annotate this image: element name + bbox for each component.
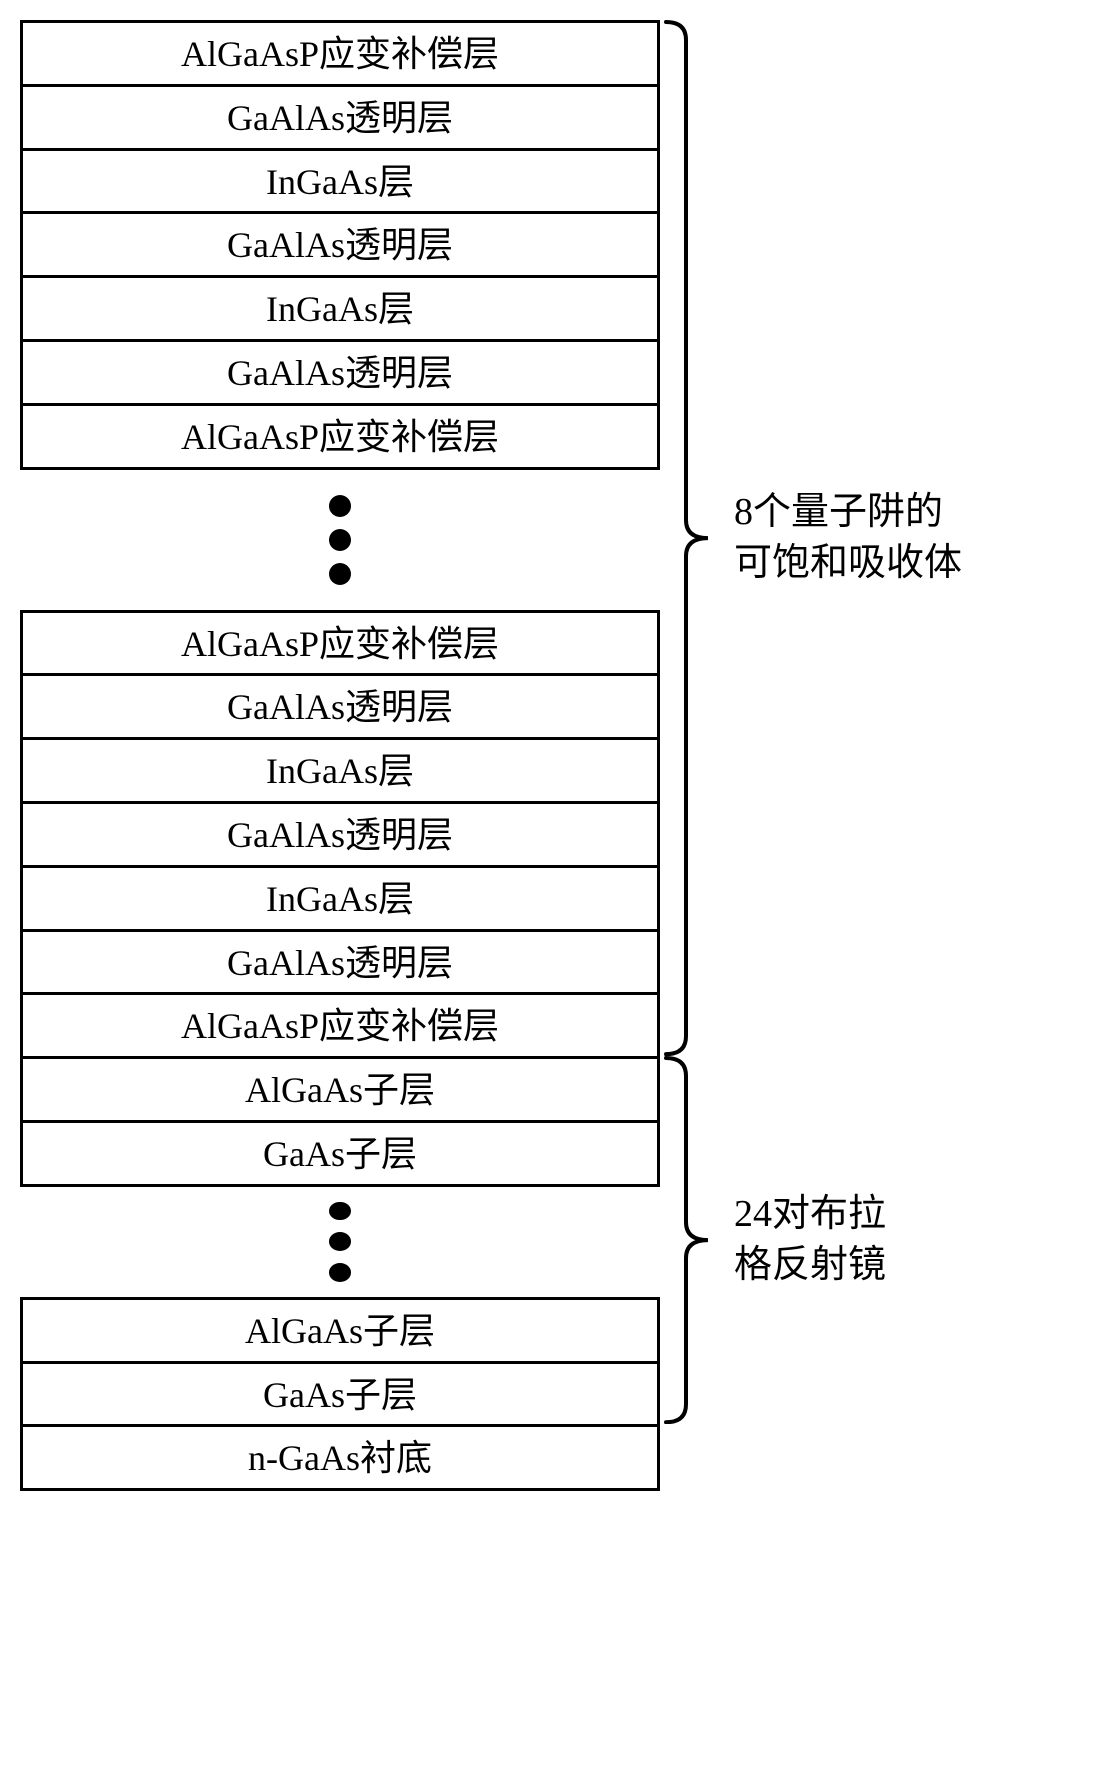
layer-row: GaAs子层 bbox=[20, 1120, 660, 1187]
layer-row: AlGaAs子层 bbox=[20, 1297, 660, 1361]
layer-stack-diagram: AlGaAsP应变补偿层GaAlAs透明层InGaAs层GaAlAs透明层InG… bbox=[20, 20, 1082, 1491]
layer-row: InGaAs层 bbox=[20, 148, 660, 212]
layer-row: n-GaAs衬底 bbox=[20, 1424, 660, 1491]
dot-icon bbox=[329, 1263, 351, 1282]
layer-row: GaAlAs透明层 bbox=[20, 801, 660, 865]
brace-icon bbox=[660, 20, 710, 1056]
brace-icon bbox=[660, 1056, 710, 1424]
layer-row: InGaAs层 bbox=[20, 865, 660, 929]
layer-row: AlGaAsP应变补偿层 bbox=[20, 610, 660, 674]
absorber-label-line1: 8个量子阱的 bbox=[734, 487, 962, 538]
absorber-annotation: 8个量子阱的 可饱和吸收体 bbox=[660, 20, 962, 1056]
dot-icon bbox=[329, 1202, 351, 1221]
dot-icon bbox=[329, 1232, 351, 1251]
absorber-label: 8个量子阱的 可饱和吸收体 bbox=[734, 487, 962, 590]
ellipsis-dots bbox=[20, 470, 660, 610]
dot-icon bbox=[329, 495, 351, 517]
layer-row: GaAlAs透明层 bbox=[20, 211, 660, 275]
bragg-annotation: 24对布拉 格反射镜 bbox=[660, 1056, 886, 1424]
layer-row: InGaAs层 bbox=[20, 275, 660, 339]
absorber-label-line2: 可饱和吸收体 bbox=[734, 538, 962, 589]
layer-row: AlGaAsP应变补偿层 bbox=[20, 403, 660, 470]
layer-row: InGaAs层 bbox=[20, 737, 660, 801]
dot-icon bbox=[329, 563, 351, 585]
layer-row: GaAlAs透明层 bbox=[20, 673, 660, 737]
layer-stack: AlGaAsP应变补偿层GaAlAs透明层InGaAs层GaAlAs透明层InG… bbox=[20, 20, 660, 1491]
layer-row: AlGaAsP应变补偿层 bbox=[20, 992, 660, 1056]
layer-row: GaAlAs透明层 bbox=[20, 339, 660, 403]
annotations-column: 8个量子阱的 可饱和吸收体 24对布拉 格反射镜 bbox=[660, 20, 1082, 1491]
ellipsis-dots bbox=[20, 1187, 660, 1297]
layer-row: GaAlAs透明层 bbox=[20, 929, 660, 993]
bragg-label-line2: 格反射镜 bbox=[734, 1240, 886, 1291]
bragg-label: 24对布拉 格反射镜 bbox=[734, 1189, 886, 1292]
layer-row: AlGaAsP应变补偿层 bbox=[20, 20, 660, 84]
bragg-label-line1: 24对布拉 bbox=[734, 1189, 886, 1240]
layer-row: AlGaAs子层 bbox=[20, 1056, 660, 1120]
layer-row: GaAs子层 bbox=[20, 1361, 660, 1425]
dot-icon bbox=[329, 529, 351, 551]
layer-row: GaAlAs透明层 bbox=[20, 84, 660, 148]
